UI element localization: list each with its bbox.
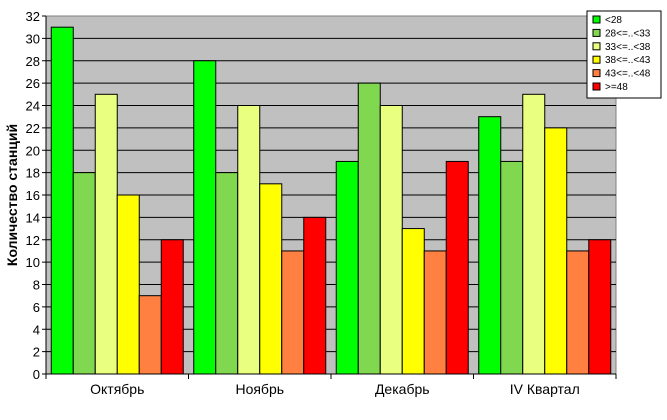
bar [237,105,261,375]
y-tick-label: 12 [26,233,40,248]
legend-label: <28 [605,15,622,26]
bar [281,250,305,375]
bar [423,250,447,375]
bar [94,93,118,375]
bar [259,183,283,375]
y-tick-label: 2 [33,345,40,360]
y-tick-label: 32 [26,9,40,24]
bar [138,295,162,375]
y-tick-label: 26 [26,76,40,91]
x-category-label: Октябрь [90,381,144,397]
legend-label: >=48 [605,82,628,93]
y-tick-label: 18 [26,166,40,181]
x-category-label: Декабрь [375,381,430,397]
bar [50,26,74,375]
bar [566,250,590,375]
legend-swatch [592,82,601,91]
bar [303,216,327,375]
y-tick-label: 24 [26,99,40,114]
y-tick-label: 0 [33,367,40,382]
bar [357,82,381,375]
bar [379,105,403,375]
bar [401,228,425,375]
legend-swatch [592,55,601,64]
bar [445,160,469,375]
bar [116,194,140,375]
y-tick-label: 20 [26,143,40,158]
bar [500,160,524,375]
y-tick-label: 22 [26,121,40,136]
legend-swatch [592,42,601,51]
legend: <28 28<=..<33 33<=..<38 38<=..<43 43<=..<48 >… [586,10,662,99]
legend-label: 38<=..<43 [605,55,651,66]
bar [522,93,546,375]
legend-swatch [592,69,601,78]
x-category-label: Ноябрь [235,381,284,397]
legend-label: 43<=..<48 [605,69,651,80]
bar [588,239,612,375]
bars [50,26,612,375]
y-axis-title: Количество станций [4,124,20,266]
y-tick-label: 6 [33,300,40,315]
legend-label: 33<=..<38 [605,42,651,53]
y-tick-label: 30 [26,31,40,46]
y-tick-label: 16 [26,188,40,203]
y-tick-label: 10 [26,255,40,270]
bar [215,172,239,375]
bar [72,172,96,375]
y-tick-label: 28 [26,54,40,69]
bar [478,116,502,375]
x-category-label: IV Квартал [510,381,580,397]
bar [193,60,217,375]
legend-swatch [592,15,601,24]
bar [160,239,184,375]
bar [544,127,568,375]
legend-swatch [592,28,601,37]
legend-label: 28<=..<33 [605,28,651,39]
bar [335,160,359,375]
y-tick-label: 14 [26,210,40,225]
y-tick-label: 4 [33,322,40,337]
y-tick-label: 8 [33,278,40,293]
